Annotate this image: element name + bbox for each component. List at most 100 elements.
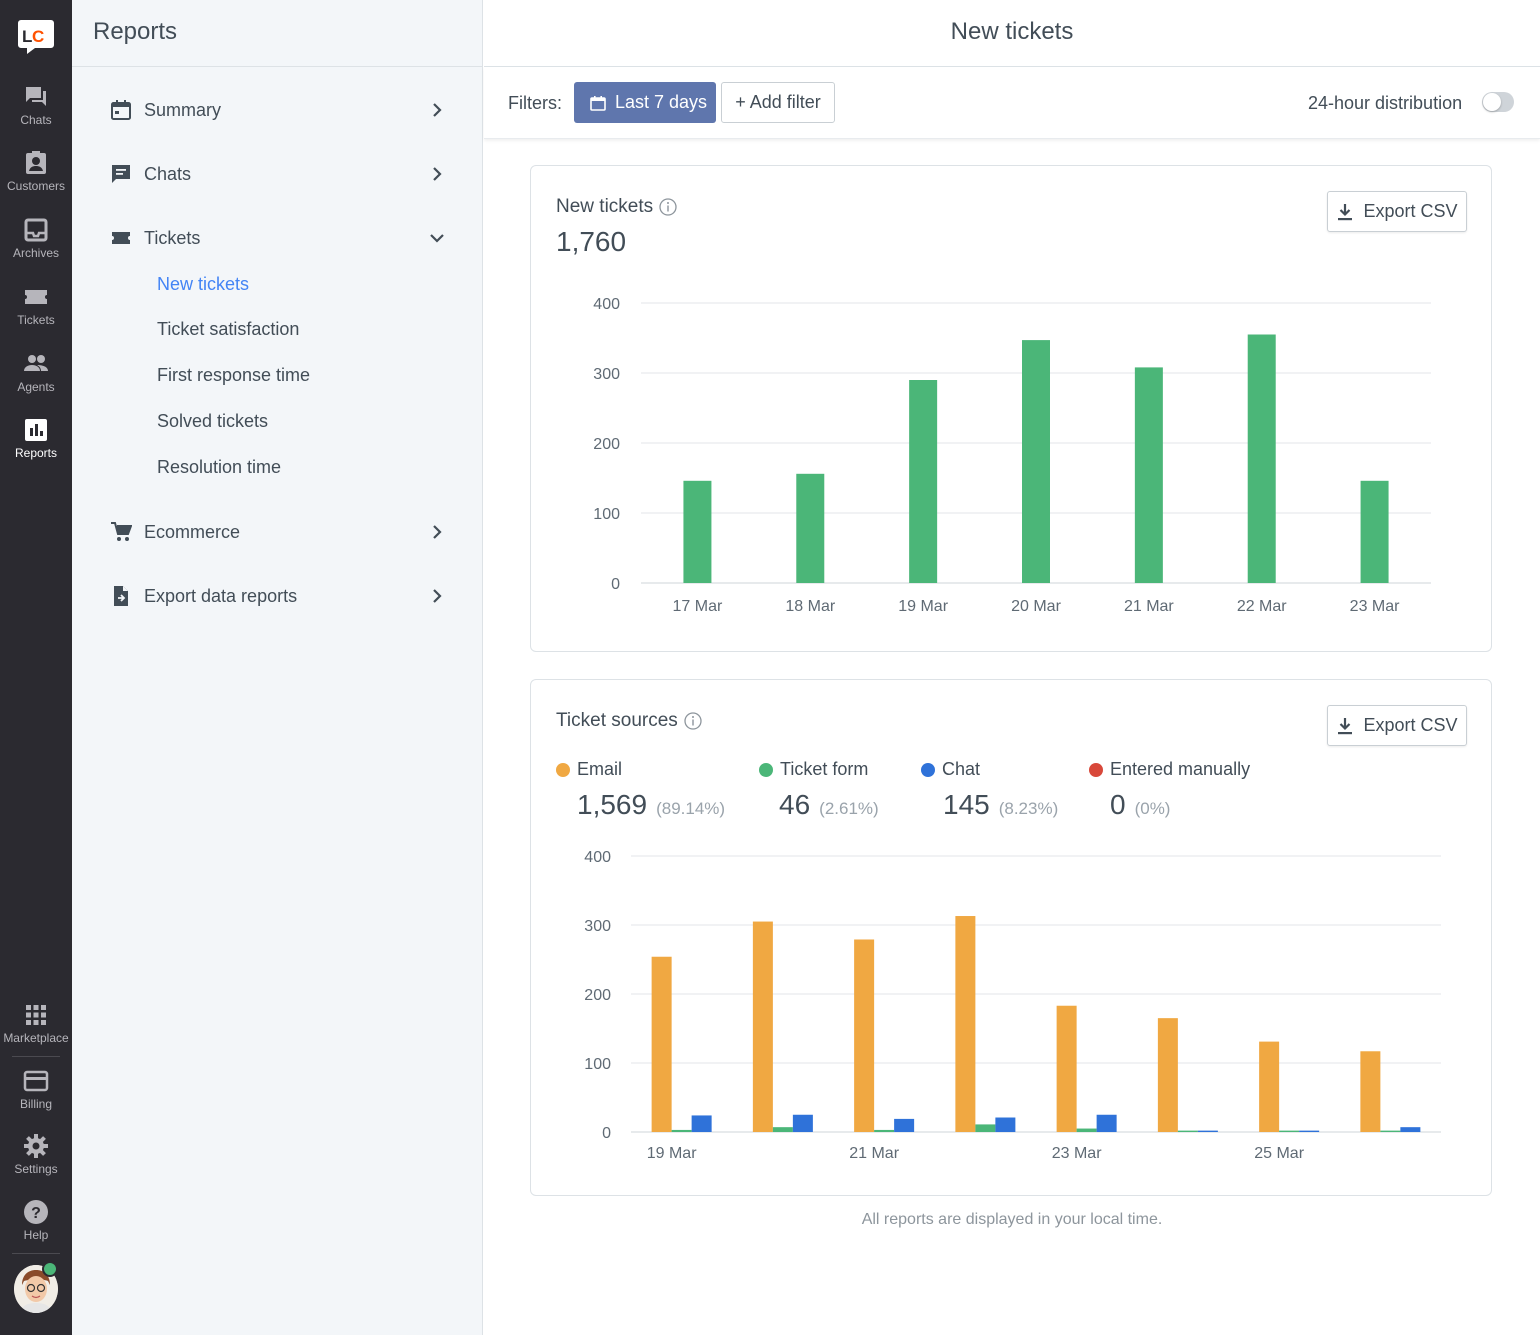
rail-label: Billing: [19, 1097, 52, 1111]
y-tick-label: 300: [593, 366, 620, 383]
sidebar-item-chats[interactable]: Chats: [72, 154, 483, 194]
legend-item-email[interactable]: Email: [556, 759, 622, 780]
divider: [484, 66, 1540, 67]
sidebar-item-label: Ecommerce: [144, 521, 241, 542]
sidebar-item-export-data-reports[interactable]: Export data reports: [72, 576, 483, 616]
new-tickets-chart: 0 100 200 300 400 17 Mar 18 Mar 19 Mar 20 Mar 21 …: [593, 296, 1431, 615]
chevron-right-icon: [433, 167, 442, 181]
x-tick-label: 19 Mar: [647, 1145, 697, 1162]
page-title: New tickets: [950, 18, 1074, 45]
rail-label: Help: [23, 1228, 49, 1242]
legend-item-chat[interactable]: Chat: [921, 759, 980, 780]
bar: [1247, 334, 1276, 583]
rail-item-chats[interactable]: Chats: [0, 84, 72, 127]
online-status-dot: [42, 1261, 58, 1277]
bar: [683, 480, 712, 583]
rail-item-agents[interactable]: Agents: [0, 351, 72, 394]
rail-label: Tickets: [17, 313, 55, 327]
info-icon[interactable]: [684, 712, 702, 730]
legend-dot: [759, 762, 773, 777]
reports-sidebar: Reports Summary Chats Tickets New ticket…: [72, 0, 483, 1335]
sidebar-subitem-resolution-time[interactable]: Resolution time: [157, 457, 282, 477]
avatar[interactable]: [14, 1265, 58, 1313]
legend-percent: (0%): [1134, 799, 1171, 818]
info-icon[interactable]: [659, 198, 677, 216]
x-tick-label: 21 Mar: [849, 1145, 899, 1162]
bar-ticket-form: [975, 1124, 996, 1132]
bar-email: [1259, 1041, 1280, 1132]
download-icon: [1338, 203, 1353, 220]
help-icon: ?: [24, 1200, 48, 1224]
y-tick-label: 200: [584, 987, 611, 1004]
bar-ticket-form: [874, 1129, 895, 1132]
y-tick-label: 100: [584, 1056, 611, 1073]
legend-name: Chat: [942, 759, 981, 779]
legend-item-ticket-form[interactable]: Ticket form: [759, 759, 868, 780]
rail-label: Chats: [20, 113, 52, 127]
bar-chat: [894, 1118, 915, 1132]
legend-dot: [1089, 762, 1103, 777]
rail-item-marketplace[interactable]: Marketplace: [0, 1002, 72, 1045]
livechat-logo[interactable]: L C: [17, 16, 55, 54]
sidebar-subitem-solved-tickets[interactable]: Solved tickets: [157, 411, 269, 431]
distribution-toggle[interactable]: [1482, 92, 1514, 112]
rail-item-archives[interactable]: Archives: [0, 217, 72, 260]
legend-percent: (2.61%): [819, 799, 879, 818]
rail-item-settings[interactable]: Settings: [0, 1133, 72, 1176]
rail-label: Marketplace: [3, 1031, 69, 1045]
bar-chat: [1400, 1127, 1421, 1132]
legend-value-email: 1,569 (89.14%): [577, 789, 725, 821]
cart-icon: [111, 522, 132, 541]
x-tick-label: 22 Mar: [1237, 598, 1287, 615]
bar-email: [651, 956, 672, 1132]
legend-item-entered-manually[interactable]: Entered manually: [1089, 759, 1250, 780]
date-range-button[interactable]: Last 7 days: [574, 82, 716, 123]
ticket-icon: [25, 290, 47, 304]
sidebar-item-summary[interactable]: Summary: [72, 90, 483, 130]
x-tick-label: 21 Mar: [1124, 598, 1174, 615]
rail-item-tickets[interactable]: Tickets: [0, 284, 72, 327]
archive-inbox-icon: [24, 218, 48, 242]
sidebar-subitem-new-tickets[interactable]: New tickets: [157, 274, 250, 294]
sidebar-subitem-first-response-time[interactable]: First response time: [157, 365, 311, 385]
rail-item-billing[interactable]: Billing: [0, 1068, 72, 1111]
card-title: New tickets: [556, 196, 677, 218]
rail-item-customers[interactable]: Customers: [0, 150, 72, 193]
ticket-sources-chart: 0 100 200 300 400 19 Mar 21 Mar 23 Mar 25 Mar: [584, 849, 1441, 1162]
calendar-icon: [590, 95, 606, 111]
export-csv-button[interactable]: Export CSV: [1327, 191, 1467, 232]
grid-icon: [26, 1005, 46, 1025]
total-count: 1,760: [556, 226, 627, 257]
x-tick-label: 17 Mar: [673, 598, 723, 615]
add-filter-button[interactable]: + Add filter: [721, 82, 835, 123]
bar-ticket-form: [1076, 1128, 1097, 1132]
bar-email: [1056, 1005, 1077, 1132]
x-tick-label: 18 Mar: [785, 598, 835, 615]
bar: [1022, 340, 1050, 583]
sidebar-item-label: Tickets: [144, 227, 201, 248]
sidebar-title: Reports: [93, 18, 178, 45]
bar-email: [854, 939, 875, 1132]
legend-name: Email: [577, 759, 623, 779]
sidebar-item-tickets[interactable]: Tickets: [72, 218, 483, 258]
sidebar-subitem-ticket-satisfaction[interactable]: Ticket satisfaction: [157, 319, 300, 339]
app-rail: L C Chats Customers Archives Tickets Age…: [0, 0, 72, 1335]
ticket-sources-card: Ticket sources Export CSV Email 1,569 (8…: [530, 679, 1492, 1196]
legend-value-ticket-form: 46 (2.61%): [779, 789, 879, 821]
chevron-right-icon: [433, 103, 442, 117]
x-tick-label: 25 Mar: [1254, 1145, 1304, 1162]
y-tick-label: 200: [593, 436, 620, 453]
rail-item-help[interactable]: ? Help: [0, 1199, 72, 1242]
chevron-right-icon: [433, 589, 442, 603]
rail-item-reports[interactable]: Reports: [0, 417, 72, 460]
bar: [909, 380, 938, 583]
svg-text:C: C: [32, 27, 44, 46]
legend-name: Ticket form: [780, 759, 869, 779]
bar-ticket-form: [1279, 1130, 1300, 1132]
ticket-icon: [112, 232, 130, 244]
sidebar-item-ecommerce[interactable]: Ecommerce: [72, 512, 483, 552]
new-tickets-card: New tickets 1,760 Export CSV 0 100 200 300 4…: [530, 165, 1492, 652]
export-csv-button[interactable]: Export CSV: [1327, 705, 1467, 746]
bar-ticket-form: [671, 1129, 692, 1132]
timezone-note: All reports are displayed in your local …: [861, 1211, 1163, 1228]
